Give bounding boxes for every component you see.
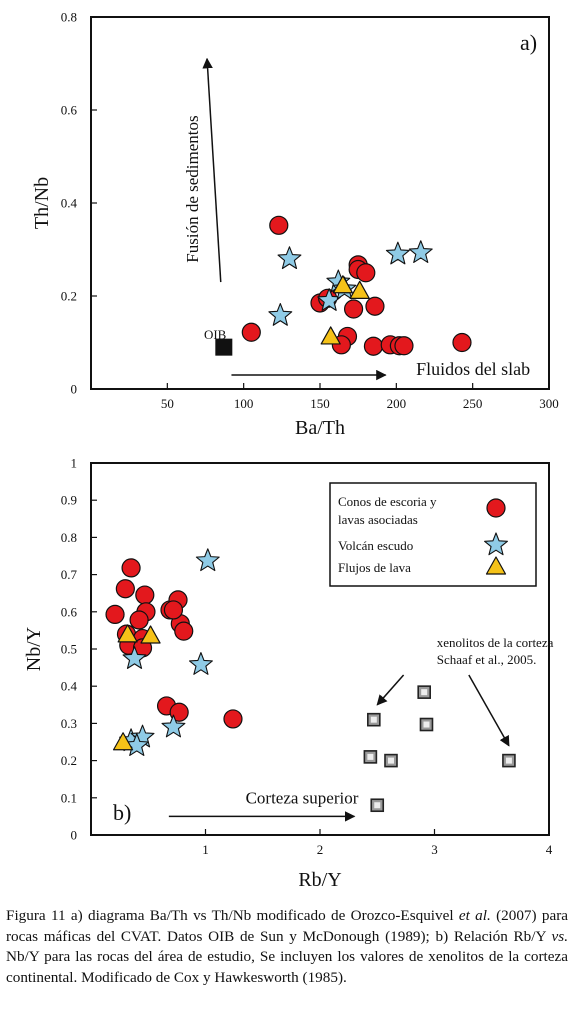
panel-b-legend-label: Volcán escudo	[338, 538, 413, 553]
panel-b-point-conos	[121, 558, 141, 578]
panel-a-plot-frame	[90, 16, 550, 390]
panel-b-legend-marker-escudo	[484, 532, 508, 556]
panel-b-x-tick-label: 2	[317, 842, 324, 857]
panel-b-point-conos	[129, 610, 149, 630]
panel-a-point-conos	[452, 332, 472, 353]
panel-b-x-axis-label: Rb/Y	[298, 869, 341, 891]
panel-a-point-flujos	[332, 275, 353, 294]
panel-b-y-tick-label: 0.1	[61, 790, 77, 805]
panel-b-point-escudo	[122, 646, 147, 669]
panel-b-point-xenolitos-inner	[367, 753, 374, 760]
panel-b-point-conos	[135, 585, 155, 605]
panel-a-x-tick-label: 200	[387, 396, 407, 411]
panel-a-y-tick-label: 0.6	[61, 103, 78, 118]
panel-b-point-conos	[223, 709, 243, 729]
panel-a-point-escudo	[385, 241, 410, 265]
caption-vs: vs.	[551, 927, 568, 945]
panel-a-y-tick-label: 0.8	[61, 10, 77, 25]
panel-b-y-tick-label: 1	[71, 456, 78, 471]
panel-a-point-conos	[356, 263, 376, 283]
panel-b-point-xenolitos-inner	[421, 689, 428, 696]
panel-b-legend-marker-conos	[486, 498, 506, 518]
panel-b-x-tick-label: 1	[202, 842, 209, 857]
panel-a-point-escudo	[268, 302, 293, 326]
panel-b-y-tick-label: 0.9	[61, 493, 77, 508]
panel-a-x-tick-label: 100	[234, 396, 254, 411]
panel-b-y-tick-label: 0	[71, 828, 78, 843]
panel-a-point-escudo	[277, 246, 302, 270]
panel-b-arrow	[468, 674, 510, 747]
panel-a-annotation: Fusión de sedimentos	[183, 115, 202, 262]
panel-a-arrow	[202, 57, 222, 283]
panel-b-annotation: Schaaf et al., 2005.	[437, 652, 537, 667]
panel-a-x-tick-label: 250	[463, 396, 483, 411]
caption-part-3: Nb/Y para las rocas del área de estudio,…	[6, 948, 568, 986]
panel-a-point-escudo	[408, 240, 433, 264]
panel-a-x-tick-label: 50	[161, 396, 174, 411]
panel-b-arrow	[376, 674, 405, 706]
panel-b-point-escudo	[161, 714, 186, 738]
panel-a-y-tick-label: 0.2	[61, 289, 77, 304]
panel-b-point-flujos	[140, 625, 161, 644]
panel-b-y-tick-label: 0.7	[61, 567, 78, 582]
panel-b-legend-marker-flujos	[485, 556, 507, 575]
panel-a-point-conos	[241, 322, 261, 342]
panel-a-point-oib	[215, 338, 233, 356]
panel-b-x-tick-label: 3	[431, 842, 438, 857]
panel-a-y-tick-label: 0.4	[61, 196, 78, 211]
panel-b-point-xenolitos-inner	[370, 716, 377, 723]
panel-b-annotation: Corteza superior	[246, 788, 359, 807]
panel-b-annotation: xenolitos de la corteza	[437, 635, 554, 650]
panel-b-point-conos	[105, 604, 125, 625]
panel-b-point-flujos	[117, 624, 138, 643]
panel-a-point-conos	[269, 215, 289, 235]
panel-b-y-axis-label: Nb/Y	[23, 627, 45, 671]
panel-b-point-conos	[115, 579, 135, 599]
panel-b-point-xenolitos-inner	[505, 757, 512, 764]
panel-a-annotation: Fluidos del slab	[416, 359, 530, 379]
panel-a-y-tick-label: 0	[71, 382, 78, 397]
panel-b-y-tick-label: 0.8	[61, 530, 77, 545]
panel-b-legend-label: Flujos de lava	[338, 560, 411, 575]
panel-a-annotation: OIB	[204, 327, 227, 342]
panel-b-point-escudo	[188, 652, 213, 675]
panel-b-point-xenolitos-inner	[374, 802, 381, 809]
panel-a-point-flujos	[349, 280, 370, 299]
panel-b-point-xenolitos-inner	[387, 757, 394, 764]
panel-b-y-tick-label: 0.4	[61, 679, 78, 694]
panel-a-point-conos	[365, 296, 385, 316]
caption-part-1: Figura 11 a) diagrama Ba/Th vs Th/Nb mod…	[6, 907, 459, 924]
figure-caption: Figura 11 a) diagrama Ba/Th vs Th/Nb mod…	[6, 906, 568, 988]
panel-b-label: b)	[113, 800, 131, 825]
caption-part-2: (2007) para rocas máficas del CVAT. Dato…	[6, 907, 568, 945]
panel-b-point-conos	[163, 600, 184, 620]
panel-a-point-conos	[363, 336, 384, 356]
panel-b-point-xenolitos-inner	[423, 721, 430, 728]
panel-a-y-axis-label: Th/Nb	[31, 177, 53, 229]
panel-b-y-tick-label: 0.2	[61, 753, 77, 768]
panel-a-x-tick-label: 300	[539, 396, 559, 411]
panel-a-point-conos	[394, 336, 414, 356]
panel-b-y-tick-label: 0.5	[61, 642, 77, 657]
panel-a-point-conos	[343, 299, 364, 319]
panel-a-x-axis-label: Ba/Th	[295, 417, 345, 439]
caption-et-al: et al.	[458, 907, 491, 924]
panel-b-y-tick-label: 0.6	[61, 604, 78, 619]
panel-b-point-escudo	[195, 548, 220, 572]
panel-b-point-flujos	[112, 732, 134, 751]
panel-b-y-tick-label: 0.3	[61, 716, 77, 731]
panel-a-point-flujos	[320, 326, 341, 345]
panel-b-point-conos	[174, 621, 194, 641]
panel-b-legend-label: lavas asociadas	[338, 512, 418, 527]
panel-b-legend-label: Conos de escoria y	[338, 494, 437, 509]
panel-a-label: a)	[520, 30, 537, 55]
panel-b-x-tick-label: 4	[546, 842, 553, 857]
figure-canvas: 50 100 150 200 250 300 0 0.2 0.4 0.6 0.8 Ba/Th Th/Nb…	[23, 10, 559, 892]
panel-a-x-tick-label: 150	[310, 396, 330, 411]
